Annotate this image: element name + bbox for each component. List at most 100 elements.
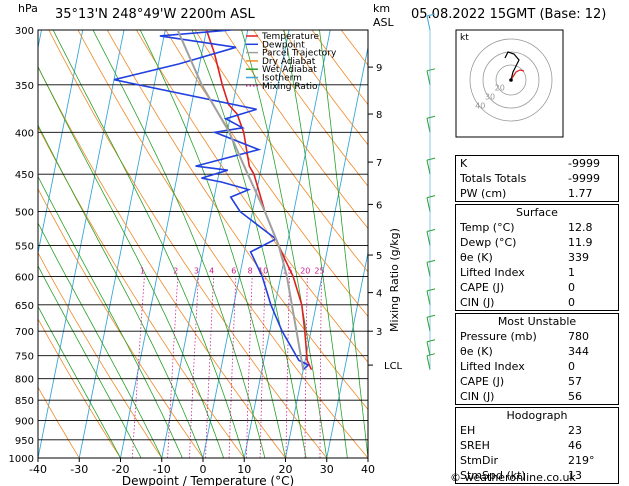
y-axis-unit: hPa [18, 2, 38, 15]
km-tick-label: 3 [376, 327, 382, 338]
isotherm-line [326, 250, 368, 458]
wind-barb-flag [426, 353, 436, 357]
temperature-tick-label: 40 [361, 463, 375, 476]
hodograph-title: Hodograph [506, 409, 568, 422]
wind-barb [426, 160, 431, 175]
wet-adiabat-line [241, 30, 328, 458]
isotherm-line [120, 30, 207, 458]
hodograph-frame [455, 29, 564, 138]
pressure-tick-label: 500 [15, 208, 34, 219]
surface-label: Temp (°C) [460, 221, 515, 234]
temperature-tick-label: 10 [237, 463, 251, 476]
mixing-ratio-label: 1 [140, 266, 145, 275]
mixing-ratio-line [285, 276, 290, 458]
temperature-tick-label: -30 [70, 463, 88, 476]
index-row: PW (cm) 1.77 [456, 186, 618, 201]
hodograph-storm-trace [510, 69, 525, 81]
mixing-ratio-label: 20 [300, 266, 310, 275]
lcl-label: LCL [384, 361, 403, 372]
mixing-ratio-label: 8 [248, 266, 253, 275]
mixing-ratio-label: 2 [173, 266, 178, 275]
unstable-value: 780 [568, 330, 589, 343]
dewpoint-line [113, 30, 310, 371]
x-axis-label: Dewpoint / Temperature (°C) [122, 474, 294, 486]
isotherm-line [161, 30, 249, 458]
hodograph-label: StmDir [460, 454, 499, 467]
km-tick-label: 8 [376, 110, 382, 121]
temperature-tick-label: -20 [112, 463, 130, 476]
dry-adiabat-line [223, 30, 368, 230]
temperature-tick-label: 20 [279, 463, 293, 476]
index-value: -9999 [568, 157, 600, 170]
wind-barb-flag [426, 13, 436, 17]
isotherm-line [367, 455, 368, 458]
surface-block: Surface Temp (°C) 12.8 Dewp (°C) 11.9 θe (K)… [455, 204, 619, 311]
legend-entry: Mixing Ratio [262, 82, 318, 92]
pressure-tick-label: 650 [15, 301, 34, 312]
pressure-tick-label: 400 [15, 128, 34, 139]
wet-adiabat-line [319, 30, 368, 458]
isotherm-line [38, 30, 84, 255]
pressure-tick-label: 550 [15, 241, 34, 252]
legend-entry: Parcel Trajectory [262, 49, 337, 59]
mixing-ratio-label: 6 [231, 266, 236, 275]
index-row: K -9999 [456, 156, 618, 171]
surface-value: 0 [568, 281, 575, 294]
km-tick-label: 5 [376, 251, 382, 262]
index-label: Totals Totals [460, 172, 527, 185]
wind-barb [426, 231, 431, 246]
km-tick-label: 6 [376, 200, 382, 211]
dry-adiabat-line [48, 30, 328, 458]
indices-block: K -9999 Totals Totals -9999 PW (cm) 1.77 [455, 155, 619, 202]
surface-value: 12.8 [568, 221, 593, 234]
hodograph-origin [509, 78, 513, 82]
wet-adiabat-line [38, 305, 121, 458]
mixing-ratio-line [304, 276, 308, 458]
unstable-row: Pressure (mb) 780 [456, 329, 618, 344]
index-value: 1.77 [568, 187, 593, 200]
hodograph-label: EH [460, 424, 476, 437]
surface-row: Dewp (°C) 11.9 [456, 235, 618, 250]
pressure-tick-label: 950 [15, 436, 34, 447]
legend-entry: Dewpoint [262, 40, 305, 50]
isotherm-line [202, 30, 290, 458]
surface-row: CAPE (J) 0 [456, 280, 618, 295]
hodograph-value: 13 [568, 469, 582, 482]
surface-row: θe (K) 339 [456, 250, 618, 265]
unstable-row: Lifted Index 0 [456, 359, 618, 374]
asl-unit: ASL [373, 16, 395, 29]
pressure-tick-label: 350 [15, 81, 34, 92]
index-value: -9999 [568, 172, 600, 185]
wind-barb-flag [426, 339, 436, 343]
wind-barb-flag [426, 195, 436, 199]
wind-barb [426, 262, 431, 277]
unstable-row: θe (K) 344 [456, 344, 618, 359]
parcel-trajectory-line [176, 30, 305, 370]
copyright-footer: © weatheronline.co.uk [450, 471, 576, 484]
hodograph-row: StmSpd (kt) 13 [456, 468, 618, 483]
dry-adiabat-line [194, 30, 368, 273]
km-tick-label: 7 [376, 158, 382, 169]
surface-value: 11.9 [568, 236, 593, 249]
isotherm-line [38, 30, 125, 458]
km-tick-label: 4 [376, 289, 382, 300]
unstable-value: 0 [568, 360, 575, 373]
hodograph-row: EH 23 [456, 423, 618, 438]
legend-entry: Temperature [261, 32, 319, 42]
mixing-ratio-label: 25 [314, 266, 324, 275]
pressure-tick-label: 750 [15, 352, 34, 363]
mixing-ratio-label: 3 [194, 266, 199, 275]
temperature-tick-label: -40 [29, 463, 47, 476]
wind-barb [426, 70, 431, 85]
wet-adiabat-line [191, 30, 307, 458]
wind-barb [426, 341, 431, 356]
temperature-line [205, 30, 313, 371]
index-label: K [460, 157, 468, 170]
mixing-ratio-line [228, 276, 237, 458]
pressure-tick-label: 850 [15, 396, 34, 407]
surface-value: 0 [568, 296, 575, 309]
temperature-tick-label: 30 [320, 463, 334, 476]
unstable-label: Pressure (mb) [460, 330, 537, 343]
unstable-label: CIN (J) [460, 390, 495, 403]
